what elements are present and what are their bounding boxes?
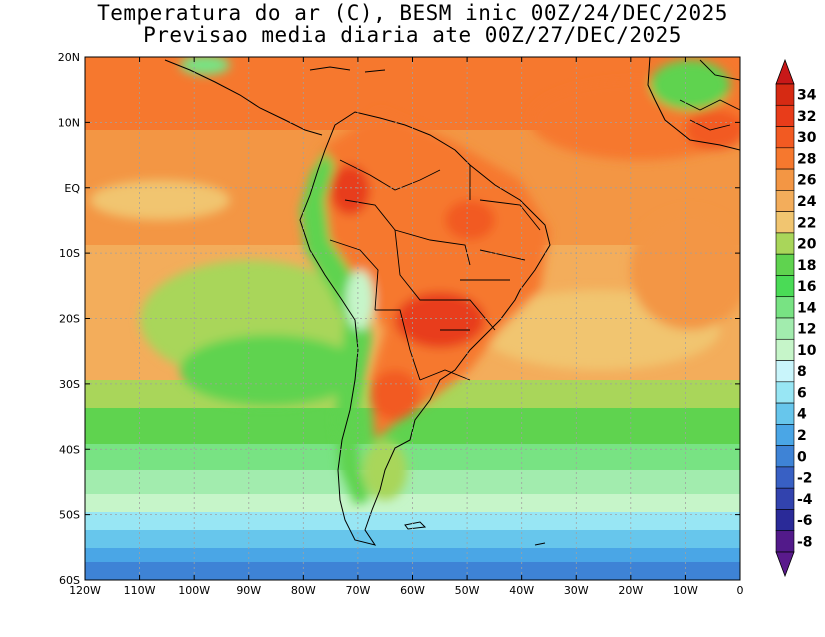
colorbar-swatch	[775, 445, 795, 468]
colorbar-swatch	[775, 296, 795, 319]
colorbar-label: 18	[797, 258, 816, 274]
colorbar-swatch	[775, 402, 795, 425]
colorbar-swatch	[775, 381, 795, 404]
colorbar-label: 24	[797, 194, 817, 210]
lat-label: 10N	[58, 116, 80, 129]
map-title-line1: Temperatura do ar (C), BESM inic 00Z/24/…	[97, 1, 728, 25]
lat-label: 10S	[59, 247, 80, 260]
colorbar-label: -8	[797, 534, 813, 550]
latitude-axis: 20N 10N EQ 10S 20S 30S 40S 50S 60S	[58, 51, 740, 587]
lat-label: 60S	[59, 574, 80, 587]
colorbar-label: 4	[797, 407, 807, 423]
lon-label: 40W	[509, 584, 534, 597]
lon-label: 10W	[673, 584, 698, 597]
colorbar-label: 20	[797, 237, 817, 253]
colorbar-label: 14	[797, 300, 817, 316]
colorbar-label: 6	[797, 385, 807, 401]
colorbar-label: 30	[797, 130, 817, 146]
lat-label: 40S	[59, 443, 80, 456]
lon-label: 60W	[400, 584, 425, 597]
temperature-field	[85, 57, 740, 580]
lon-label: 120W	[69, 584, 101, 597]
lon-label: 70W	[345, 584, 370, 597]
colorbar-label: -2	[797, 471, 813, 487]
colorbar-label: 0	[797, 449, 807, 465]
colorbar-swatch	[775, 424, 795, 446]
colorbar-label: 34	[797, 88, 817, 104]
colorbar-swatch	[775, 530, 795, 553]
colorbar-label: 10	[797, 343, 817, 359]
longitude-axis: 120W 110W 100W 90W 80W 70W 60W 50W 40W 30W 20W 10W 0	[69, 57, 744, 597]
colorbar-swatch	[775, 487, 795, 510]
colorbar-label: 26	[797, 173, 816, 189]
colorbar-label: 8	[797, 364, 807, 380]
lon-label: 0	[737, 584, 744, 597]
colorbar-swatch	[775, 509, 795, 532]
lon-label: 110W	[124, 584, 156, 597]
colorbar-label: 16	[797, 279, 816, 295]
colorbar-swatch	[775, 168, 795, 191]
colorbar-label: -4	[797, 492, 813, 508]
map-title-line2: Previsao media diaria ate 00Z/27/DEC/202…	[143, 23, 682, 47]
colorbar-swatch	[775, 83, 795, 106]
lat-label: EQ	[64, 182, 80, 195]
colorbar-swatch	[775, 126, 795, 149]
lon-label: 20W	[618, 584, 643, 597]
lon-label: 90W	[236, 584, 261, 597]
colorbar-swatch	[775, 232, 795, 255]
colorbar-label: 28	[797, 151, 816, 167]
lon-label: 50W	[455, 584, 480, 597]
colorbar-label: 22	[797, 215, 816, 231]
lat-label: 20N	[58, 51, 80, 64]
colorbar-swatch	[775, 317, 795, 340]
colorbar-swatch	[775, 253, 795, 276]
lat-label: 30S	[59, 378, 80, 391]
colorbar-label: 2	[797, 428, 807, 444]
colorbar-top-arrow	[775, 58, 795, 85]
colorbar-label: 32	[797, 109, 816, 125]
colorbar-swatch	[775, 147, 795, 170]
colorbar-swatch	[775, 338, 795, 361]
lon-label: 30W	[564, 584, 589, 597]
colorbar-label: 12	[797, 322, 816, 338]
colorbar-swatch	[775, 190, 795, 212]
lat-label: 50S	[59, 509, 80, 522]
colorbar-bottom-arrow	[775, 551, 795, 578]
colorbar-swatch	[775, 360, 795, 383]
lon-label: 100W	[178, 584, 210, 597]
lat-label: 20S	[59, 313, 80, 326]
colorbar-swatch	[775, 466, 795, 489]
colorbar-label: -6	[797, 513, 813, 529]
colorbar-swatch	[775, 275, 795, 298]
colorbar-swatch	[775, 211, 795, 234]
lon-label: 80W	[291, 584, 316, 597]
colorbar-swatch	[775, 104, 795, 127]
